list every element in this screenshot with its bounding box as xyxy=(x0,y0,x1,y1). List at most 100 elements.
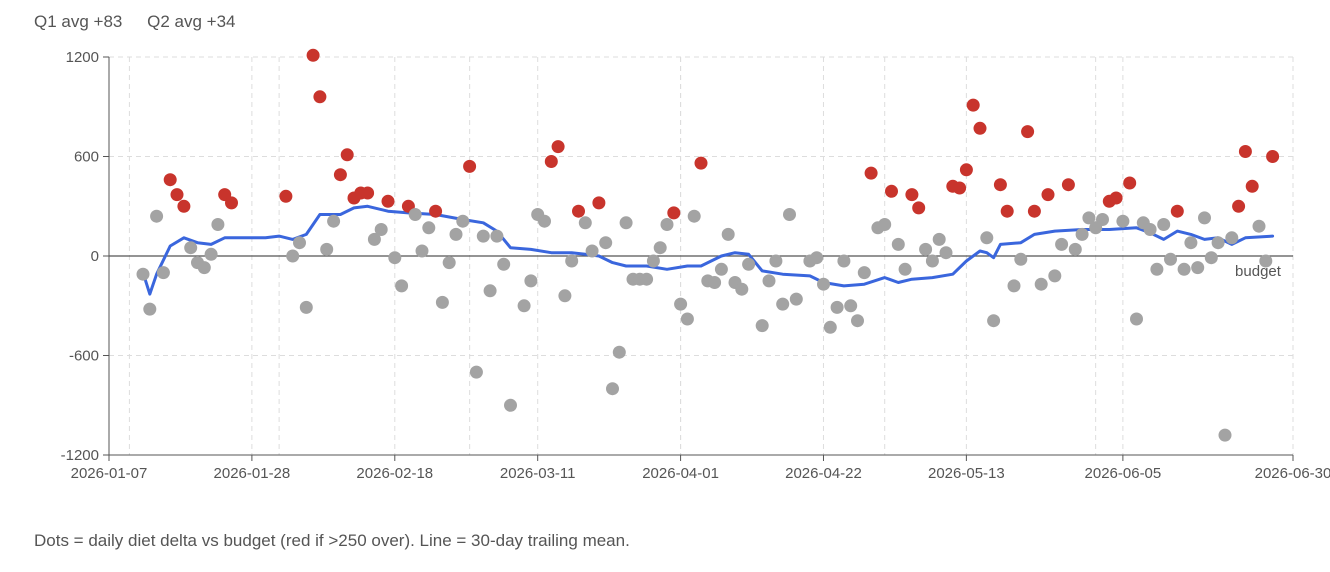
dot-over-budget xyxy=(177,199,191,213)
dot xyxy=(898,262,912,276)
dot-over-budget xyxy=(953,181,967,195)
dot xyxy=(823,320,837,334)
dot xyxy=(395,279,409,293)
dot-over-budget xyxy=(959,163,973,177)
dot-over-budget xyxy=(973,121,987,135)
dot-over-budget xyxy=(340,148,354,162)
dot xyxy=(1048,269,1062,283)
dot xyxy=(844,299,858,313)
dot xyxy=(299,300,313,314)
budget-label: budget xyxy=(1235,263,1282,280)
dot xyxy=(156,266,170,280)
dot xyxy=(1014,252,1028,266)
dot xyxy=(837,254,851,268)
dot-over-budget xyxy=(429,204,443,218)
dot xyxy=(1204,251,1218,265)
dot xyxy=(456,214,470,228)
dot xyxy=(1116,214,1130,228)
dot-over-budget xyxy=(361,186,375,200)
dot-over-budget xyxy=(885,184,898,198)
dot xyxy=(1211,236,1225,250)
dot xyxy=(136,267,150,281)
dot xyxy=(783,208,796,221)
dot-over-budget xyxy=(1245,179,1259,193)
dot xyxy=(660,218,674,231)
dot xyxy=(1157,218,1171,231)
dot-over-budget xyxy=(225,196,238,210)
dot xyxy=(469,365,483,379)
dot-over-budget xyxy=(993,178,1007,192)
dot xyxy=(585,244,599,258)
chart-caption: Dots = daily diet delta vs budget (red i… xyxy=(34,531,630,550)
dot-over-budget xyxy=(1170,204,1184,218)
dot xyxy=(1177,262,1191,276)
diet-delta-chart: -1200 -600 0 600 1200 2026-01-07 2026-01-28 202… xyxy=(61,48,1330,482)
dot-over-budget xyxy=(313,90,327,104)
y-tick-label: 1200 xyxy=(66,49,99,66)
y-tick-label: 0 xyxy=(91,248,99,265)
dot-over-budget xyxy=(905,188,919,202)
dot xyxy=(483,284,497,298)
dot xyxy=(320,242,334,256)
dot xyxy=(1068,242,1082,256)
dot xyxy=(422,221,436,235)
dot xyxy=(490,229,504,243)
dot xyxy=(830,300,844,314)
dot xyxy=(891,237,905,251)
dot xyxy=(1007,279,1021,293)
dot xyxy=(1225,231,1239,245)
dot xyxy=(714,262,728,276)
budget-reference: budget xyxy=(109,255,1293,280)
dot xyxy=(211,218,225,231)
dot xyxy=(1198,211,1211,225)
dot-over-budget xyxy=(1021,125,1035,139)
dot xyxy=(1184,236,1198,250)
dot-over-budget xyxy=(1266,150,1280,163)
x-tick-label: 2026-04-01 xyxy=(642,465,719,482)
dot xyxy=(408,208,422,221)
dot xyxy=(742,257,756,271)
dot xyxy=(150,209,164,223)
x-tick-label: 2026-01-07 xyxy=(71,465,148,482)
dot xyxy=(204,247,218,261)
dot xyxy=(388,251,402,265)
dot xyxy=(538,214,551,228)
dot xyxy=(524,274,538,288)
dot xyxy=(932,232,946,246)
dot-over-budget xyxy=(1238,145,1252,158)
dot-over-budget xyxy=(551,140,565,154)
dot xyxy=(640,272,654,286)
dot xyxy=(680,312,694,326)
dot xyxy=(143,302,157,316)
dot xyxy=(776,297,790,311)
dot-over-budget xyxy=(1000,204,1014,218)
dot xyxy=(980,231,994,245)
x-tick-label: 2026-01-28 xyxy=(214,465,291,482)
y-tick-label: -1200 xyxy=(61,447,99,464)
dot xyxy=(1164,252,1177,266)
dot xyxy=(497,257,511,271)
dot xyxy=(1150,262,1164,276)
y-tick-label: -600 xyxy=(69,348,99,365)
dot xyxy=(1034,277,1048,291)
dot xyxy=(612,345,626,359)
dot xyxy=(619,216,633,230)
dot xyxy=(578,216,592,230)
dot-over-budget xyxy=(544,155,558,168)
dot xyxy=(653,241,667,255)
dot xyxy=(708,276,722,289)
dot xyxy=(476,229,490,243)
dot xyxy=(327,214,341,228)
dot-over-budget xyxy=(279,189,293,203)
dot xyxy=(687,209,701,223)
dot xyxy=(851,314,864,328)
dot xyxy=(435,295,449,309)
dot xyxy=(769,254,783,268)
dot xyxy=(1252,219,1266,233)
dot-over-budget xyxy=(1232,199,1246,213)
dot xyxy=(646,254,660,268)
dot-over-budget xyxy=(163,173,177,187)
summary-stats: Q1 avg +83 Q2 avg +34 xyxy=(34,12,255,32)
dot xyxy=(1082,211,1096,225)
dot xyxy=(1055,237,1069,251)
